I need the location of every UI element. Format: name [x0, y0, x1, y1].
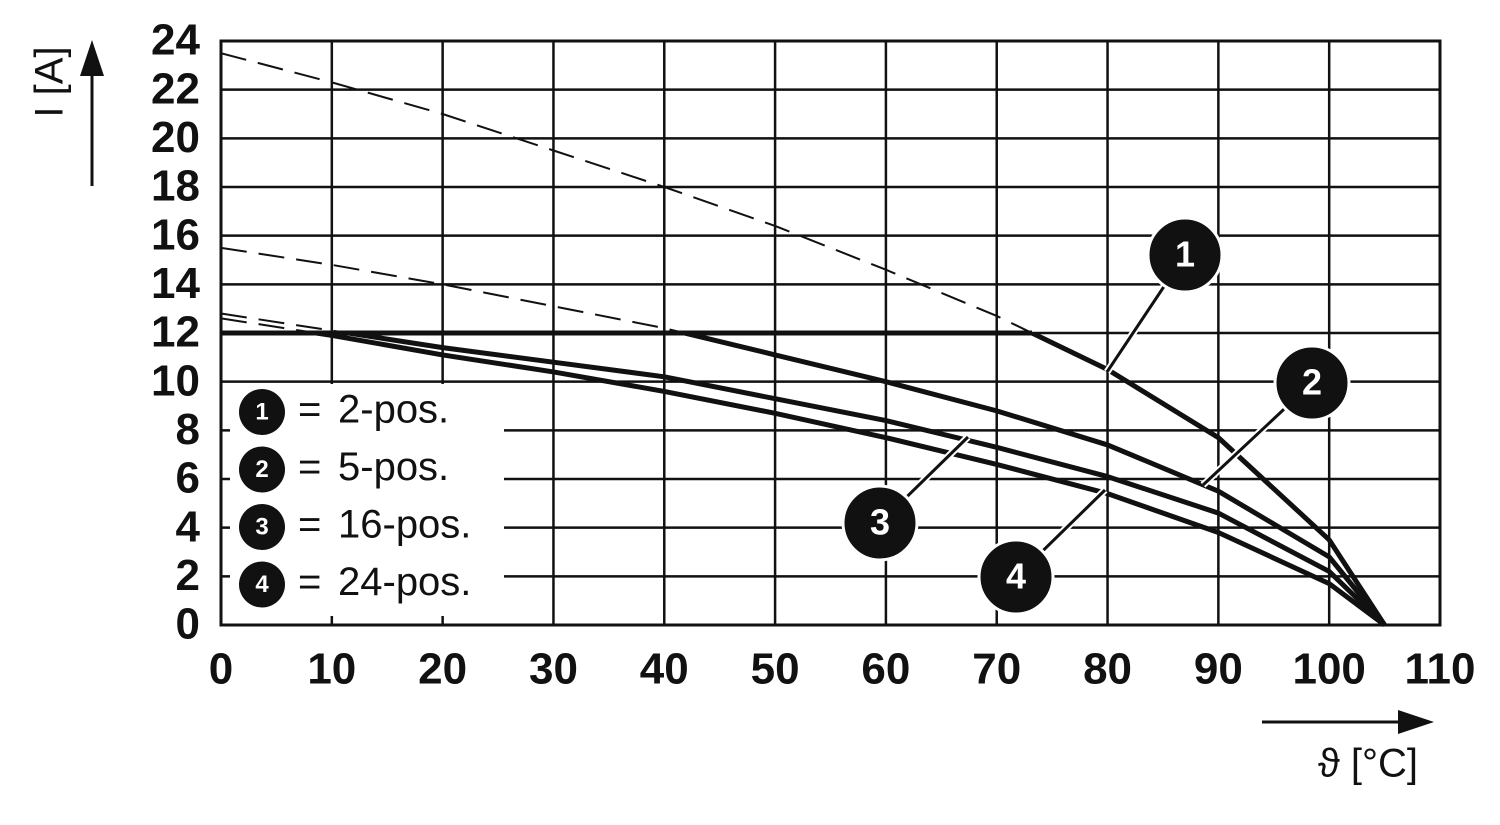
- y-tick-label: 6: [176, 454, 200, 503]
- legend-entry: 16-pos.: [338, 503, 471, 547]
- x-arrow-head: [1398, 710, 1434, 734]
- derating-curve: [673, 333, 1387, 627]
- legend-entry: 24-pos.: [338, 560, 471, 604]
- callout-circle: [1273, 344, 1351, 422]
- y-tick-label: 12: [151, 308, 200, 357]
- legend-entry: 5-pos.: [338, 445, 449, 489]
- y-tick-label: 14: [151, 259, 200, 308]
- y-tick-label: 20: [151, 113, 200, 162]
- y-tick-label: 18: [151, 162, 200, 211]
- callout-number: 2: [1302, 362, 1322, 403]
- y-axis-label: I [A]: [28, 46, 72, 117]
- x-tick-label: 90: [1194, 645, 1243, 694]
- x-axis-label: ϑ [°C]: [1318, 742, 1418, 786]
- legend-entry: 2-pos.: [338, 388, 449, 432]
- x-tick-label: 30: [529, 645, 578, 694]
- x-tick-label: 10: [307, 645, 356, 694]
- y-tick-label: 8: [176, 405, 200, 454]
- legend-marker: [239, 561, 285, 608]
- legend-separator: =: [298, 560, 321, 604]
- x-tick-label: 110: [1405, 645, 1476, 694]
- y-tick-label: 2: [176, 551, 200, 600]
- legend-marker: [239, 446, 285, 493]
- callout-circle: [841, 484, 919, 562]
- plot-frame: [219, 39, 1442, 627]
- y-tick-label: 0: [176, 600, 200, 649]
- y-tick-label: 4: [176, 502, 201, 551]
- x-tick-label: 0: [209, 645, 233, 694]
- y-arrow-head: [80, 40, 104, 76]
- legend-number: 4: [255, 571, 269, 598]
- callout-circle: [977, 538, 1055, 616]
- callout-number: 1: [1175, 234, 1195, 275]
- x-tick-label: 70: [972, 645, 1021, 694]
- callout-number: 4: [1006, 556, 1026, 597]
- legend-separator: =: [298, 503, 321, 547]
- legend-separator: =: [298, 445, 321, 489]
- legend-marker: [239, 389, 285, 435]
- legend-marker: [239, 504, 285, 550]
- curve-extension: [221, 246, 689, 333]
- callout-number: 3: [870, 502, 890, 543]
- derating-curve: [331, 333, 1387, 627]
- x-tick-label: 20: [418, 645, 467, 694]
- x-tick-label: 50: [751, 645, 800, 694]
- legend-separator: =: [298, 388, 321, 432]
- y-tick-label: 22: [151, 64, 200, 113]
- x-tick-label: 100: [1292, 645, 1365, 694]
- y-tick-label: 24: [151, 16, 200, 65]
- legend-number: 2: [255, 456, 268, 483]
- legend-number: 1: [255, 398, 268, 425]
- x-tick-label: 40: [640, 645, 689, 694]
- x-tick-label: 80: [1083, 645, 1132, 694]
- x-tick-label: 60: [861, 645, 910, 694]
- legend-number: 3: [255, 513, 268, 540]
- derating-curve: [299, 333, 1387, 628]
- curve-extension: [221, 52, 1035, 333]
- y-tick-label: 16: [151, 210, 200, 259]
- callout-circle: [1146, 216, 1224, 294]
- y-tick-label: 10: [151, 356, 200, 405]
